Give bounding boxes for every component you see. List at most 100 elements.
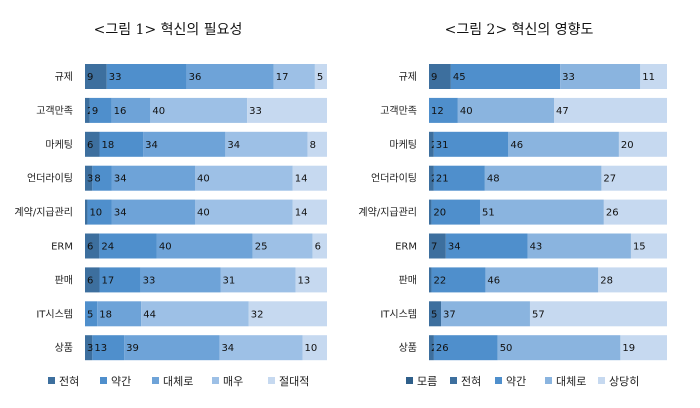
bar-segment: [106, 64, 187, 89]
legend-label: 모름: [417, 375, 437, 388]
data-label: 6: [87, 275, 93, 286]
bar-segment: [429, 267, 432, 293]
bar-segment: [85, 97, 90, 123]
bar-segment: [560, 64, 641, 89]
legend-swatch: [152, 377, 159, 384]
bar-segment: [302, 335, 327, 361]
legend-swatch: [212, 377, 219, 384]
bar-segment: [89, 97, 112, 123]
bar-segment: [186, 64, 274, 89]
data-label: 40: [152, 106, 165, 117]
bar-segment: [450, 64, 561, 89]
chart-title-need: <그림 1> 혁신의 필요성: [94, 22, 243, 38]
data-label: 40: [460, 106, 473, 117]
bar-segment: [85, 64, 107, 89]
data-label: 33: [249, 106, 262, 117]
data-label: 33: [109, 72, 122, 83]
bar-segment: [292, 165, 327, 191]
data-label: 34: [145, 140, 158, 151]
bar-segment: [85, 199, 88, 225]
data-label: 33: [562, 72, 575, 83]
bar-segment: [457, 97, 555, 123]
category-label: IT시스템: [380, 308, 417, 320]
bar-segment: [529, 301, 667, 327]
data-label: 21: [436, 174, 449, 185]
bar-segment: [85, 335, 93, 361]
data-label: 16: [114, 106, 127, 117]
chart-panel-impact: <그림 2> 혁신의 영향도 규제9453311고객만족0124047마케팅23…: [358, 22, 667, 388]
data-label: 6: [87, 140, 93, 151]
data-label: 27: [603, 174, 616, 185]
category-label: 계약/지급관리: [358, 207, 417, 219]
bar-segment: [618, 131, 667, 157]
data-label: 9: [87, 72, 93, 83]
data-label: 40: [197, 208, 210, 219]
category-label: 언더라이팅: [27, 173, 73, 185]
data-label: 51: [482, 208, 495, 219]
category-label: 규제: [55, 71, 73, 83]
data-label: 9: [92, 106, 98, 117]
data-label: 6: [315, 242, 321, 253]
legend-label: 상당히: [609, 374, 639, 388]
bar-segment: [484, 165, 602, 191]
data-label: 36: [189, 72, 202, 83]
bar-segment: [87, 199, 112, 225]
data-label: 34: [448, 242, 461, 253]
data-label: 7: [431, 242, 437, 253]
chart-panel-need: <그림 1> 혁신의 필요성 규제93336175고객만족29164033마케팅…: [14, 22, 327, 388]
data-label: 8: [310, 140, 316, 151]
legend-label: 전혀: [59, 375, 79, 388]
bar-segment: [445, 233, 528, 259]
bar-segment: [307, 131, 327, 157]
bar-segment: [248, 301, 327, 327]
data-label: 25: [255, 242, 268, 253]
data-label: 18: [102, 140, 115, 151]
data-label: 34: [114, 174, 127, 185]
bar-segment: [111, 199, 195, 225]
data-label: 45: [453, 72, 466, 83]
category-label: 판매: [399, 274, 417, 286]
category-label: 언더라이팅: [371, 173, 417, 185]
data-label: 46: [487, 275, 500, 286]
data-label: 32: [251, 309, 264, 320]
bar-segment: [111, 97, 151, 123]
legend-swatch: [545, 377, 552, 384]
bar-segment: [195, 199, 293, 225]
data-label: 57: [532, 309, 545, 320]
data-label: 13: [298, 275, 311, 286]
bar-segment: [85, 131, 100, 157]
legend-swatch: [598, 377, 605, 384]
category-label: 마케팅: [45, 139, 73, 151]
bar-segment: [85, 267, 100, 293]
data-label: 40: [159, 242, 172, 253]
bar-segment: [99, 267, 141, 293]
data-label: 33: [143, 275, 156, 286]
data-label: 40: [197, 174, 210, 185]
data-label: 28: [600, 275, 613, 286]
legend-swatch: [450, 377, 457, 384]
data-label: 17: [276, 72, 289, 83]
bar-segment: [99, 131, 144, 157]
bar-segment: [92, 165, 112, 191]
bar-segment: [156, 233, 253, 259]
bar-segment: [97, 301, 142, 327]
chart-title-impact: <그림 2> 혁신의 영향도: [445, 22, 594, 38]
data-label: 48: [487, 174, 500, 185]
bar-segment: [273, 64, 315, 89]
bar-segment: [111, 165, 195, 191]
bar-segment: [150, 97, 248, 123]
bar-segment: [433, 165, 485, 191]
data-label: 9: [431, 72, 437, 83]
legend-swatch: [48, 377, 55, 384]
bar-segment: [431, 199, 480, 225]
bar-segment: [312, 233, 327, 259]
category-label: 규제: [399, 71, 417, 83]
bar-segment: [429, 165, 434, 191]
data-label: 31: [436, 140, 449, 151]
category-label: ERM: [395, 242, 417, 253]
category-label: 판매: [55, 274, 73, 286]
data-label: 47: [556, 106, 569, 117]
data-label: 24: [101, 242, 114, 253]
data-label: 17: [102, 275, 115, 286]
data-label: 5: [431, 309, 437, 320]
